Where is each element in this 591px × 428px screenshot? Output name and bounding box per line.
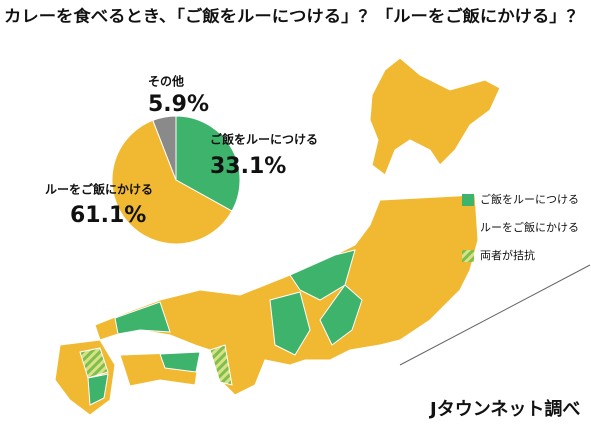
map-region-hatch [209,344,233,386]
pie-slice [175,115,241,212]
slice-label: ご飯をルーにつける [210,132,318,147]
legend-label: 両者が拮抗 [480,248,535,262]
value-label: 33.1% [210,154,286,179]
value-label: 61.1% [70,203,146,228]
source-logo: Jタウンネット調べ [428,398,580,420]
legend-swatch [462,222,474,234]
map-region-hatch [79,347,109,379]
map [54,57,501,416]
legend-swatch [462,194,474,206]
map-region-green [159,351,201,373]
map-honshu [94,194,479,396]
map-hokkaido [369,57,501,176]
pie-slice [111,119,233,245]
slice-label: その他 [148,74,184,89]
value-label: 5.9% [148,92,209,117]
slice-label: ルーをご飯にかける [45,182,153,197]
legend-swatch [462,250,474,262]
map-region-green [319,284,363,346]
map-region-green [269,291,311,356]
chart-title: カレーを食べるとき、「ご飯をルーにつける」？「ルーをご飯にかける」？ [4,7,584,26]
map-region-green [114,301,171,335]
inset-divider [399,264,591,366]
legend-label: ルーをご飯にかける [480,220,579,234]
map-region-green [87,373,109,406]
pie-slice [152,115,177,181]
legend-label: ご飯をルーにつける [480,192,579,206]
